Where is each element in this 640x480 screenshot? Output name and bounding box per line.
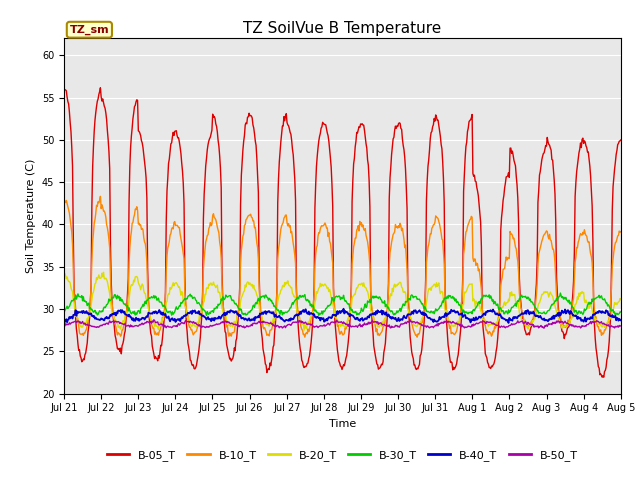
B-30_T <box>557 290 564 296</box>
B-40_T <box>70 312 78 318</box>
B-05_T <box>214 138 222 144</box>
B-20_T <box>70 300 78 305</box>
B-40_T <box>127 315 135 321</box>
B-10_T <box>185 321 193 327</box>
B-50_T <box>428 324 435 330</box>
B-20_T <box>100 269 108 275</box>
B-05_T <box>617 137 625 143</box>
B-50_T <box>214 321 222 327</box>
B-40_T <box>340 306 348 312</box>
B-50_T <box>127 324 135 329</box>
B-40_T <box>505 320 513 326</box>
Line: B-30_T: B-30_T <box>64 293 621 315</box>
B-05_T <box>428 130 435 135</box>
B-40_T <box>184 310 192 316</box>
B-40_T <box>60 319 68 325</box>
B-50_T <box>70 319 78 324</box>
B-20_T <box>412 323 419 329</box>
B-30_T <box>60 310 68 316</box>
B-10_T <box>97 193 104 199</box>
B-10_T <box>411 330 419 336</box>
Line: B-40_T: B-40_T <box>64 309 621 323</box>
B-30_T <box>612 312 620 318</box>
B-40_T <box>214 315 221 321</box>
B-30_T <box>410 294 418 300</box>
B-20_T <box>428 284 436 290</box>
B-30_T <box>617 309 625 315</box>
Text: TZ_sm: TZ_sm <box>70 24 109 35</box>
B-05_T <box>185 344 193 350</box>
B-05_T <box>70 285 78 291</box>
B-05_T <box>128 125 136 131</box>
B-10_T <box>128 220 136 226</box>
B-20_T <box>300 327 308 333</box>
B-50_T <box>185 319 193 324</box>
B-40_T <box>411 308 419 314</box>
B-10_T <box>60 196 68 202</box>
B-05_T <box>600 374 607 380</box>
Line: B-50_T: B-50_T <box>64 320 621 328</box>
B-10_T <box>428 225 436 231</box>
B-30_T <box>127 311 135 317</box>
B-05_T <box>97 85 104 91</box>
B-50_T <box>411 319 419 325</box>
B-20_T <box>185 315 193 321</box>
B-30_T <box>426 310 434 315</box>
B-50_T <box>60 324 68 329</box>
B-40_T <box>617 317 625 323</box>
B-50_T <box>150 317 157 323</box>
B-50_T <box>540 325 548 331</box>
B-20_T <box>617 297 625 302</box>
X-axis label: Time: Time <box>329 419 356 429</box>
B-30_T <box>184 294 192 300</box>
B-20_T <box>214 289 222 295</box>
B-20_T <box>60 271 68 277</box>
B-30_T <box>214 305 221 311</box>
Title: TZ SoilVue B Temperature: TZ SoilVue B Temperature <box>243 21 442 36</box>
B-10_T <box>70 291 78 297</box>
Legend: B-05_T, B-10_T, B-20_T, B-30_T, B-40_T, B-50_T: B-05_T, B-10_T, B-20_T, B-30_T, B-40_T, … <box>102 445 582 465</box>
B-10_T <box>214 227 222 233</box>
Line: B-10_T: B-10_T <box>64 196 621 337</box>
B-10_T <box>413 334 421 340</box>
Line: B-05_T: B-05_T <box>64 88 621 377</box>
B-40_T <box>428 317 435 323</box>
B-05_T <box>60 85 68 91</box>
B-20_T <box>128 283 136 288</box>
B-05_T <box>411 362 419 368</box>
B-50_T <box>617 323 625 329</box>
B-30_T <box>70 296 78 301</box>
Line: B-20_T: B-20_T <box>64 272 621 330</box>
B-10_T <box>617 229 625 235</box>
Y-axis label: Soil Temperature (C): Soil Temperature (C) <box>26 159 36 273</box>
